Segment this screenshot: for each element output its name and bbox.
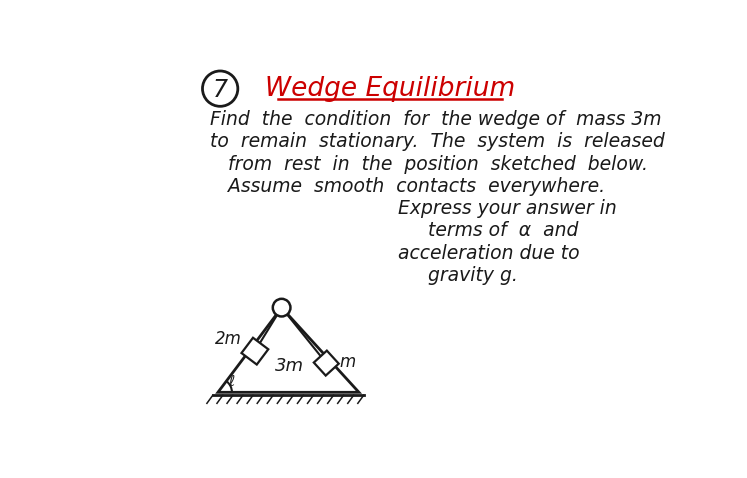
- Text: terms of  α  and: terms of α and: [397, 221, 578, 240]
- Text: m: m: [339, 353, 356, 371]
- Text: 7: 7: [213, 78, 228, 102]
- Polygon shape: [314, 351, 338, 376]
- Text: gravity g.: gravity g.: [397, 267, 518, 285]
- Text: from  rest  in  the  position  sketched  below.: from rest in the position sketched below…: [210, 154, 648, 174]
- Text: 2m: 2m: [215, 330, 242, 348]
- Text: Find  the  condition  for  the wedge of  mass 3m: Find the condition for the wedge of mass…: [210, 109, 661, 129]
- Text: Assume  smooth  contacts  everywhere.: Assume smooth contacts everywhere.: [210, 177, 605, 196]
- Polygon shape: [241, 338, 268, 365]
- Text: acceleration due to: acceleration due to: [397, 244, 579, 263]
- Circle shape: [273, 299, 291, 316]
- Text: 3m: 3m: [276, 357, 304, 375]
- Text: Express your answer in: Express your answer in: [397, 199, 616, 218]
- Text: ℓ: ℓ: [228, 374, 235, 389]
- Text: to  remain  stationary.  The  system  is  released: to remain stationary. The system is rele…: [210, 132, 665, 151]
- Text: Wedge Equilibrium: Wedge Equilibrium: [265, 76, 515, 102]
